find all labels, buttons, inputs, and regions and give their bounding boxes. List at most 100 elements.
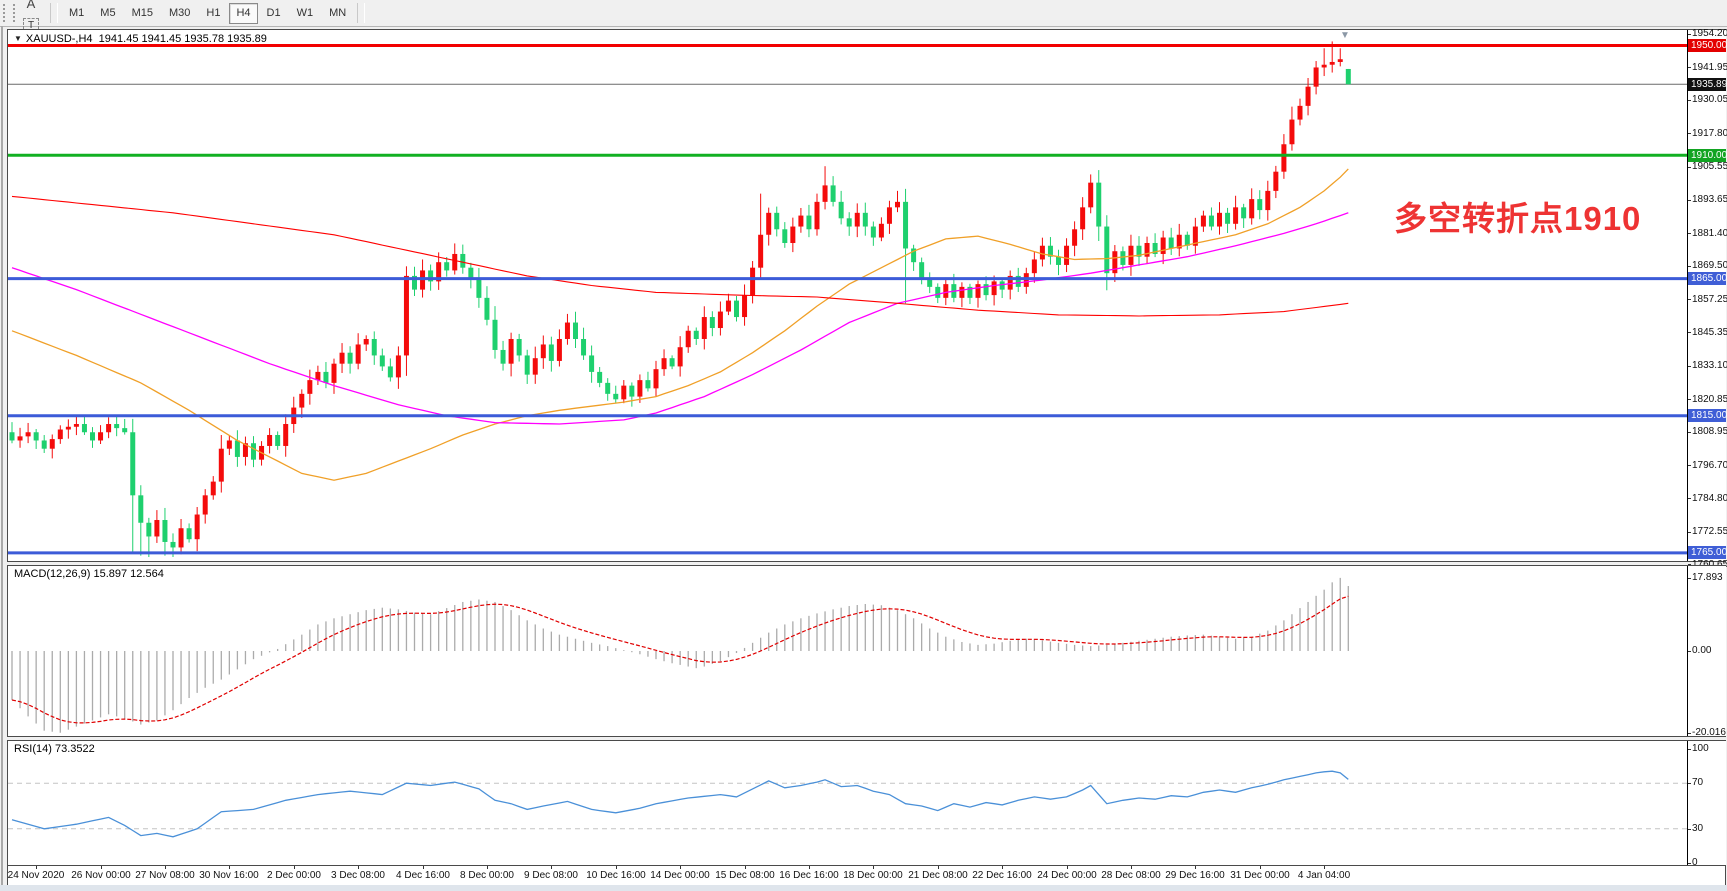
date-tick: [1002, 866, 1003, 869]
date-label: 27 Nov 08:00: [135, 870, 195, 881]
date-tick: [745, 866, 746, 869]
toolbar-drag-handle[interactable]: [3, 4, 15, 22]
price-tick-label: 1796.70: [1692, 460, 1727, 471]
macd-indicator-label: MACD(12,26,9) 15.897 12.564: [14, 568, 164, 580]
date-tick: [229, 866, 230, 869]
timeframe-M15-button[interactable]: M15: [131, 7, 153, 19]
ohlc-values: 1941.45 1941.45 1935.78 1935.89: [98, 33, 267, 45]
rsi-tick-label: 70: [1692, 777, 1704, 788]
toolbar-separator: [357, 3, 366, 23]
date-label: 10 Dec 16:00: [586, 870, 646, 881]
price-tick-label: 1954.20: [1692, 28, 1727, 39]
price-tick-label: 1784.80: [1692, 493, 1727, 504]
candlestick-chart-canvas[interactable]: [8, 30, 1687, 561]
timeframe-H4-button[interactable]: H4: [229, 2, 258, 24]
timeframe-M5-button[interactable]: M5: [100, 7, 116, 19]
window-bottom-edge: [0, 885, 1727, 891]
price-tick-label: 1772.55: [1692, 526, 1727, 537]
date-label: 2 Dec 00:00: [267, 870, 321, 881]
timeframe-MN-button[interactable]: MN: [329, 7, 347, 19]
date-tick: [809, 866, 810, 869]
price-level-badge: 1865.00: [1688, 272, 1727, 285]
timeframe-M1-button[interactable]: M1: [69, 7, 85, 19]
main-chart-panel[interactable]: ▼ XAUUSD-,H4 1941.45 1941.45 1935.78 1935…: [7, 28, 1727, 570]
date-tick: [358, 866, 359, 869]
price-tick-label: 1857.25: [1692, 294, 1727, 305]
date-label: 16 Dec 16:00: [779, 870, 839, 881]
axis-tick: [1688, 299, 1691, 300]
arrow-tool-button[interactable]: A: [26, 0, 36, 11]
date-label: 18 Dec 00:00: [843, 870, 903, 881]
axis-tick: [1688, 432, 1691, 433]
axis-tick: [1688, 233, 1691, 234]
axis-tick: [1688, 399, 1691, 400]
date-tick: [1067, 866, 1068, 869]
axis-tick: [1688, 829, 1691, 830]
date-tick: [487, 866, 488, 869]
date-tick: [551, 866, 552, 869]
macd-axis: 17.893 0.00 -20.016: [1687, 566, 1726, 738]
date-label: 21 Dec 08:00: [908, 870, 968, 881]
date-tick: [1324, 866, 1325, 869]
rsi-indicator-label: RSI(14) 73.3522: [14, 743, 95, 755]
chart-shift-marker-icon[interactable]: ▼: [1340, 30, 1350, 41]
price-level-badge: 1950.00: [1688, 39, 1727, 52]
axis-tick: [1688, 67, 1691, 68]
axis-tick: [1688, 651, 1691, 652]
macd-tick-label: -20.016: [1692, 727, 1726, 738]
axis-tick: [1688, 133, 1691, 134]
date-label: 24 Nov 2020: [7, 870, 65, 881]
price-tick-label: 1820.85: [1692, 394, 1727, 405]
date-label: 31 Dec 00:00: [1230, 870, 1290, 881]
date-label: 28 Dec 08:00: [1101, 870, 1161, 881]
date-label: 30 Nov 16:00: [199, 870, 259, 881]
date-tick: [36, 866, 37, 869]
date-tick: [1260, 866, 1261, 869]
date-tick: [1131, 866, 1132, 869]
timeframe-buttons-group: M1 M5 M15 M30 H1 H4 D1 W1 MN: [61, 2, 354, 24]
timeframe-H1-button[interactable]: H1: [206, 7, 221, 19]
axis-tick: [1688, 34, 1691, 35]
timeframe-M30-button[interactable]: M30: [168, 7, 191, 19]
price-tick-label: 1893.65: [1692, 194, 1727, 205]
rsi-tick-label: 30: [1692, 823, 1704, 834]
date-label: 9 Dec 08:00: [524, 870, 578, 881]
axis-tick: [1688, 783, 1691, 784]
date-label: 29 Dec 16:00: [1165, 870, 1225, 881]
date-label: 4 Dec 16:00: [396, 870, 450, 881]
date-label: 8 Dec 00:00: [460, 870, 514, 881]
price-tick-label: 1881.40: [1692, 228, 1727, 239]
axis-tick: [1688, 332, 1691, 333]
date-label: 3 Dec 08:00: [331, 870, 385, 881]
timeframe-W1-button[interactable]: W1: [296, 7, 314, 19]
date-label: 22 Dec 16:00: [972, 870, 1032, 881]
window-left-frame: [1, 26, 3, 886]
price-tick-label: 1845.35: [1692, 327, 1727, 338]
rsi-panel[interactable]: RSI(14) 73.3522 100 70 30 0: [7, 740, 1726, 868]
axis-tick: [1688, 200, 1691, 201]
rsi-chart-canvas: [8, 770, 1687, 838]
date-tick: [101, 866, 102, 869]
timeframe-D1-button[interactable]: D1: [266, 7, 281, 19]
date-tick: [680, 866, 681, 869]
price-tick-label: 1869.50: [1692, 260, 1727, 271]
axis-tick: [1688, 366, 1691, 367]
price-axis[interactable]: 1954.20 1941.95 1930.05 1917.80 1905.55 1893.…: [1687, 28, 1727, 570]
macd-chart-canvas: [11, 577, 1349, 733]
rsi-axis: 100 70 30 0: [1687, 741, 1726, 868]
macd-tick-label: 17.893: [1692, 572, 1723, 583]
axis-tick: [1688, 532, 1691, 533]
price-level-badge: 1765.00: [1688, 546, 1727, 559]
date-tick: [423, 866, 424, 869]
date-label: 26 Nov 00:00: [71, 870, 131, 881]
price-tick-label: 1760.65: [1692, 559, 1727, 570]
chart-title: ▼ XAUUSD-,H4 1941.45 1941.45 1935.78 1935…: [14, 33, 267, 45]
date-axis[interactable]: 24 Nov 2020 26 Nov 00:00 27 Nov 08:00 30 No…: [7, 866, 1726, 885]
price-tick-label: 1905.55: [1692, 161, 1727, 172]
date-tick: [294, 866, 295, 869]
axis-tick: [1688, 100, 1691, 101]
macd-panel[interactable]: MACD(12,26,9) 15.897 12.564 17.893 0.00 -2…: [7, 565, 1726, 738]
chart-collapse-icon[interactable]: ▼: [14, 34, 22, 43]
rsi-tick-label: 100: [1692, 743, 1709, 754]
